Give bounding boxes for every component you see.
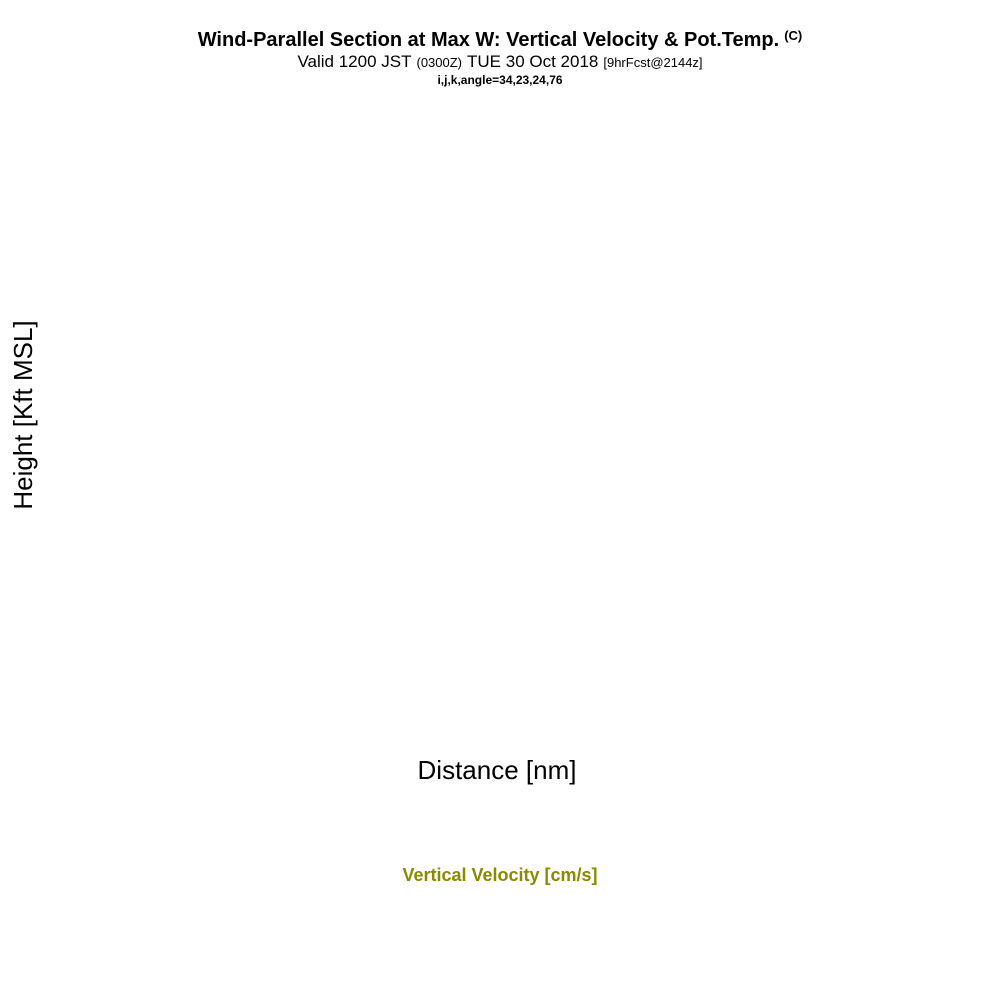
colorbar-title: Vertical Velocity [cm/s]: [402, 865, 597, 885]
chart-title: Wind-Parallel Section at Max W: Vertical…: [198, 28, 803, 51]
chart-subtitle: Valid 1200 JST (0300Z) TUE 30 Oct 2018 [9hr…: [297, 52, 702, 71]
x-axis-title: Distance [nm]: [418, 755, 577, 785]
grid-info-line: i,j,k,angle=34,23,24,76: [437, 73, 562, 87]
chart-title-text: Wind-Parallel Section at Max W: Vertical…: [198, 29, 779, 51]
zulu-time: (0300Z): [416, 55, 462, 70]
chart-title-units: (C): [784, 28, 802, 43]
forecast-tag: [9hrFcst@2144z]: [603, 55, 702, 70]
valid-time: Valid 1200 JST: [297, 52, 411, 71]
valid-date: TUE 30 Oct 2018: [467, 52, 598, 71]
y-axis-title: Height [Kft MSL]: [8, 320, 38, 509]
